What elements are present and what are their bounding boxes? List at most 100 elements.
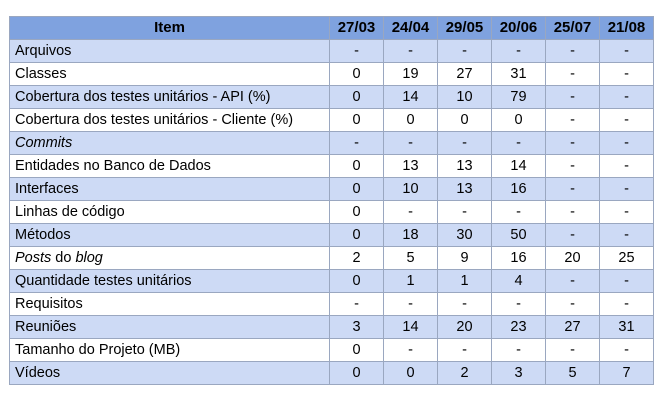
row-item-label-italic: Posts — [15, 250, 52, 266]
row-value-cell: - — [545, 39, 600, 63]
row-item-label-text: do — [51, 250, 76, 266]
table-row: Entidades no Banco de Dados 0 13 13 14- - — [9, 154, 654, 178]
row-value-cell: - — [599, 131, 654, 155]
row-value-cell: 0 — [491, 108, 546, 132]
table-row: Commits - - - - - - — [9, 131, 654, 155]
row-value-cell: - — [545, 177, 600, 201]
row-value-cell: - — [383, 338, 438, 362]
row-value-cell: 13 — [383, 154, 438, 178]
table-row: Linhas de código 0- - - - - — [9, 200, 654, 224]
row-value-cell: 1 — [383, 269, 438, 293]
row-value-cell: 9 — [437, 246, 492, 270]
table-row: Classes 0 19 27 31- - — [9, 62, 654, 86]
row-value-cell: - — [599, 62, 654, 86]
row-item-label: Tamanho do Projeto (MB) — [9, 338, 330, 362]
header-date: 21/08 — [599, 16, 654, 40]
table-row: Cobertura dos testes unitários - Cliente… — [9, 108, 654, 132]
row-value-cell: - — [383, 131, 438, 155]
row-value-cell: - — [599, 85, 654, 109]
row-value-cell: - — [545, 85, 600, 109]
row-value-cell: - — [491, 292, 546, 316]
row-item-label: Linhas de código — [9, 200, 330, 224]
row-item-label: Commits — [9, 131, 330, 155]
row-item-label-text: Classes — [15, 66, 67, 82]
row-value-cell: 14 — [383, 85, 438, 109]
row-value-cell: - — [599, 338, 654, 362]
row-value-cell: 0 — [383, 108, 438, 132]
row-item-label: Requisitos — [9, 292, 330, 316]
row-value-cell: - — [437, 131, 492, 155]
row-item-label: Quantidade testes unitários — [9, 269, 330, 293]
row-value-cell: 2 — [329, 246, 384, 270]
row-item-label-text: Cobertura dos testes unitários - API (%) — [15, 89, 271, 105]
row-value-cell: - — [329, 292, 384, 316]
header-date: 27/03 — [329, 16, 384, 40]
row-value-cell: 50 — [491, 223, 546, 247]
row-value-cell: - — [599, 200, 654, 224]
row-item-label: Reuniões — [9, 315, 330, 339]
row-value-cell: 25 — [599, 246, 654, 270]
row-item-label: Entidades no Banco de Dados — [9, 154, 330, 178]
row-item-label: Posts do blog — [9, 246, 330, 270]
row-item-label-text: Tamanho do Projeto (MB) — [15, 342, 181, 358]
row-item-label-text: Entidades no Banco de Dados — [15, 158, 211, 174]
row-item-label-text: Vídeos — [15, 365, 61, 381]
table-body: Arquivos - - - - - - Classes 0 19 27 31- - Cobertura … — [9, 39, 654, 385]
row-value-cell: 20 — [437, 315, 492, 339]
row-value-cell: - — [491, 131, 546, 155]
row-value-cell: - — [599, 269, 654, 293]
row-item-label-text: Cobertura dos testes unitários - Cliente… — [15, 112, 294, 128]
row-value-cell: 27 — [545, 315, 600, 339]
header-date: 29/05 — [437, 16, 492, 40]
row-value-cell: 16 — [491, 177, 546, 201]
row-value-cell: - — [545, 223, 600, 247]
row-value-cell: 0 — [329, 85, 384, 109]
table-row: Cobertura dos testes unitários - API (%)… — [9, 85, 654, 109]
row-item-label: Métodos — [9, 223, 330, 247]
header-date: 25/07 — [545, 16, 600, 40]
row-value-cell: 14 — [383, 315, 438, 339]
row-value-cell: 13 — [437, 177, 492, 201]
row-value-cell: 23 — [491, 315, 546, 339]
row-value-cell: - — [491, 338, 546, 362]
row-value-cell: 0 — [329, 269, 384, 293]
row-value-cell: 31 — [599, 315, 654, 339]
row-item-label: Arquivos — [9, 39, 330, 63]
row-item-label-text: Métodos — [15, 227, 71, 243]
row-value-cell: - — [599, 108, 654, 132]
row-value-cell: - — [437, 292, 492, 316]
row-value-cell: - — [545, 131, 600, 155]
row-value-cell: - — [329, 131, 384, 155]
row-value-cell: 1 — [437, 269, 492, 293]
row-value-cell: 27 — [437, 62, 492, 86]
row-item-label-text: Reuniões — [15, 319, 77, 335]
header-row: Item 27/03 24/04 29/05 20/06 25/07 21/08 — [9, 16, 654, 40]
row-value-cell: 3 — [491, 361, 546, 385]
row-item-label-text: Interfaces — [15, 181, 79, 197]
row-value-cell: - — [437, 200, 492, 224]
header-date: 24/04 — [383, 16, 438, 40]
row-value-cell: 10 — [437, 85, 492, 109]
row-value-cell: 0 — [329, 177, 384, 201]
header-item: Item — [9, 16, 330, 40]
row-value-cell: - — [383, 39, 438, 63]
row-value-cell: - — [437, 39, 492, 63]
row-value-cell: - — [545, 269, 600, 293]
table-row: Requisitos - - - - - - — [9, 292, 654, 316]
row-value-cell: 16 — [491, 246, 546, 270]
row-value-cell: 0 — [329, 62, 384, 86]
table-row: Tamanho do Projeto (MB) 0- - - - - — [9, 338, 654, 362]
row-item-label: Interfaces — [9, 177, 330, 201]
row-item-label-italic: Commits — [15, 135, 73, 151]
table-row: Arquivos - - - - - - — [9, 39, 654, 63]
row-value-cell: - — [545, 154, 600, 178]
row-value-cell: - — [491, 39, 546, 63]
table-row: Vídeos 0 0 2 3 5 7 — [9, 361, 654, 385]
row-value-cell: 0 — [329, 223, 384, 247]
row-value-cell: 31 — [491, 62, 546, 86]
row-value-cell: - — [599, 292, 654, 316]
table-row: Posts do blog 2 5 9 16 20 25 — [9, 246, 654, 270]
row-value-cell: 7 — [599, 361, 654, 385]
row-item-label: Classes — [9, 62, 330, 86]
row-value-cell: 13 — [437, 154, 492, 178]
